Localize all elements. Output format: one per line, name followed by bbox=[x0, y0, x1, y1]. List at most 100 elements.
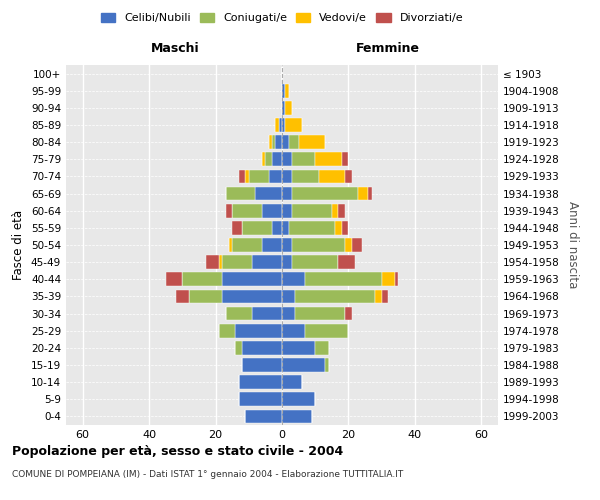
Bar bbox=[256, 186, 282, 200]
Bar bbox=[242, 341, 282, 354]
Bar bbox=[395, 272, 398, 286]
Bar bbox=[278, 118, 282, 132]
Bar bbox=[239, 392, 282, 406]
Bar bbox=[226, 204, 232, 218]
Bar bbox=[269, 136, 272, 149]
Bar bbox=[229, 238, 232, 252]
Bar bbox=[262, 238, 282, 252]
Bar bbox=[282, 272, 305, 286]
Bar bbox=[282, 84, 286, 98]
Bar bbox=[275, 136, 282, 149]
Bar bbox=[232, 204, 262, 218]
Text: Femmine: Femmine bbox=[356, 42, 421, 54]
Bar bbox=[249, 170, 269, 183]
Bar bbox=[335, 221, 342, 234]
Y-axis label: Fasce di età: Fasce di età bbox=[13, 210, 25, 280]
Bar bbox=[289, 136, 299, 149]
Bar bbox=[319, 170, 345, 183]
Bar bbox=[282, 152, 292, 166]
Text: COMUNE DI POMPEIANA (IM) - Dati ISTAT 1° gennaio 2004 - Elaborazione TUTTITALIA.: COMUNE DI POMPEIANA (IM) - Dati ISTAT 1°… bbox=[12, 470, 403, 479]
Legend: Celibi/Nubili, Coniugati/e, Vedovi/e, Divorziati/e: Celibi/Nubili, Coniugati/e, Vedovi/e, Di… bbox=[97, 8, 467, 28]
Bar bbox=[345, 238, 352, 252]
Bar bbox=[245, 410, 282, 424]
Bar bbox=[305, 324, 349, 338]
Bar bbox=[292, 204, 332, 218]
Bar bbox=[286, 118, 302, 132]
Bar bbox=[282, 101, 286, 114]
Bar bbox=[299, 136, 325, 149]
Bar bbox=[262, 152, 265, 166]
Bar bbox=[206, 256, 219, 269]
Bar bbox=[275, 118, 278, 132]
Bar bbox=[295, 290, 375, 304]
Bar bbox=[338, 256, 355, 269]
Bar bbox=[182, 272, 222, 286]
Bar bbox=[382, 290, 388, 304]
Bar bbox=[286, 101, 292, 114]
Bar bbox=[272, 136, 275, 149]
Y-axis label: Anni di nascita: Anni di nascita bbox=[566, 202, 579, 288]
Bar bbox=[269, 170, 282, 183]
Bar bbox=[286, 84, 289, 98]
Bar bbox=[282, 238, 292, 252]
Bar bbox=[282, 290, 295, 304]
Bar bbox=[345, 170, 352, 183]
Bar bbox=[282, 204, 292, 218]
Bar bbox=[235, 341, 242, 354]
Bar bbox=[292, 238, 345, 252]
Bar bbox=[242, 221, 272, 234]
Bar bbox=[219, 324, 235, 338]
Bar bbox=[282, 221, 289, 234]
Bar bbox=[265, 152, 272, 166]
Bar bbox=[282, 306, 295, 320]
Bar bbox=[272, 152, 282, 166]
Bar bbox=[325, 358, 329, 372]
Bar bbox=[282, 170, 292, 183]
Bar bbox=[292, 186, 358, 200]
Bar bbox=[289, 221, 335, 234]
Bar bbox=[332, 204, 338, 218]
Bar bbox=[226, 186, 256, 200]
Bar bbox=[272, 221, 282, 234]
Bar bbox=[282, 392, 315, 406]
Bar bbox=[345, 306, 352, 320]
Text: Popolazione per età, sesso e stato civile - 2004: Popolazione per età, sesso e stato civil… bbox=[12, 445, 343, 458]
Bar bbox=[166, 272, 182, 286]
Bar bbox=[342, 152, 349, 166]
Bar bbox=[282, 118, 286, 132]
Bar bbox=[292, 170, 319, 183]
Bar bbox=[242, 358, 282, 372]
Bar bbox=[315, 341, 329, 354]
Bar bbox=[292, 152, 315, 166]
Bar bbox=[282, 341, 315, 354]
Bar bbox=[358, 186, 368, 200]
Bar bbox=[222, 290, 282, 304]
Bar bbox=[232, 238, 262, 252]
Bar bbox=[282, 358, 325, 372]
Bar bbox=[239, 170, 245, 183]
Bar bbox=[375, 290, 382, 304]
Text: Maschi: Maschi bbox=[151, 42, 200, 54]
Bar bbox=[282, 324, 305, 338]
Bar bbox=[222, 272, 282, 286]
Bar bbox=[252, 256, 282, 269]
Bar bbox=[282, 136, 289, 149]
Bar bbox=[245, 170, 249, 183]
Bar bbox=[252, 306, 282, 320]
Bar bbox=[342, 221, 349, 234]
Bar bbox=[282, 376, 302, 389]
Bar bbox=[315, 152, 342, 166]
Bar bbox=[282, 256, 292, 269]
Bar bbox=[305, 272, 382, 286]
Bar bbox=[292, 256, 338, 269]
Bar bbox=[239, 376, 282, 389]
Bar bbox=[219, 256, 222, 269]
Bar bbox=[382, 272, 395, 286]
Bar bbox=[282, 410, 312, 424]
Bar bbox=[235, 324, 282, 338]
Bar bbox=[295, 306, 345, 320]
Bar bbox=[176, 290, 189, 304]
Bar bbox=[232, 221, 242, 234]
Bar bbox=[189, 290, 222, 304]
Bar bbox=[368, 186, 372, 200]
